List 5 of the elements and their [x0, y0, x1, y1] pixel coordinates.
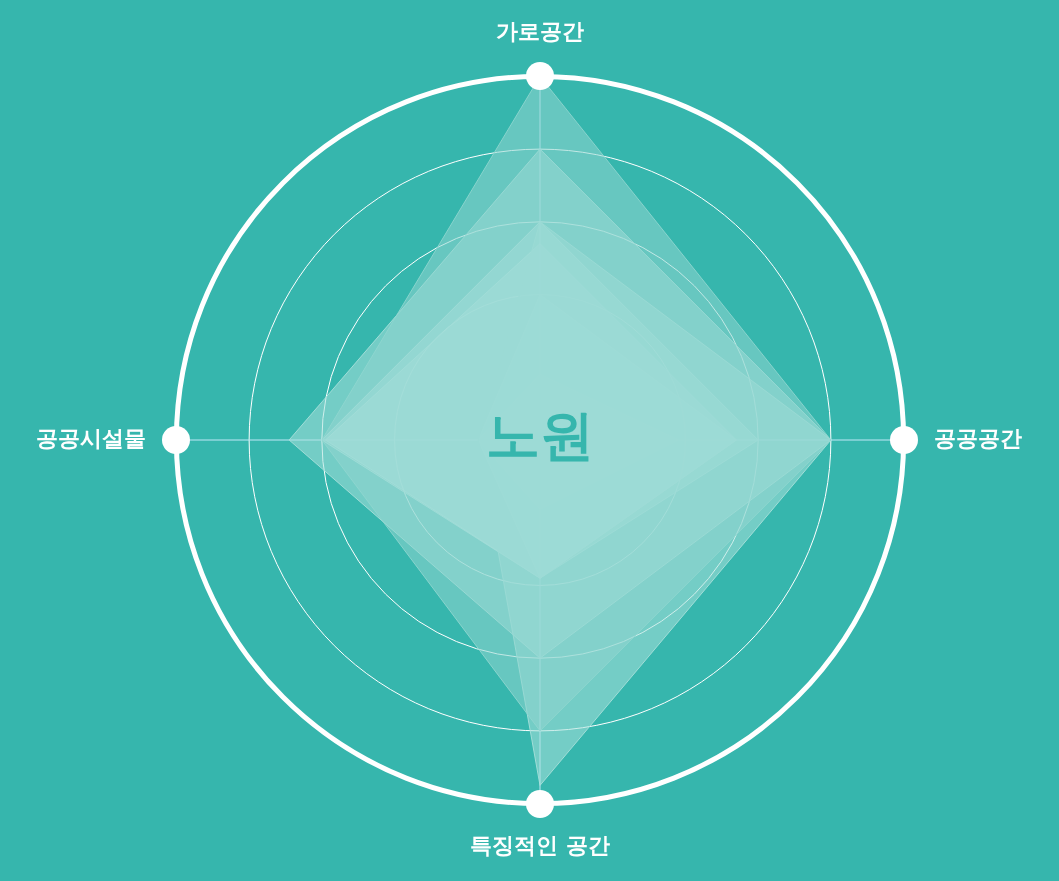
spoke-label: 특징적인 공간	[470, 832, 610, 858]
spoke-label: 공공시설물	[36, 425, 147, 451]
text: 노원	[486, 404, 594, 468]
spoke-label: 가로공간	[496, 18, 584, 44]
spoke-label: 공공공간	[933, 425, 1022, 451]
